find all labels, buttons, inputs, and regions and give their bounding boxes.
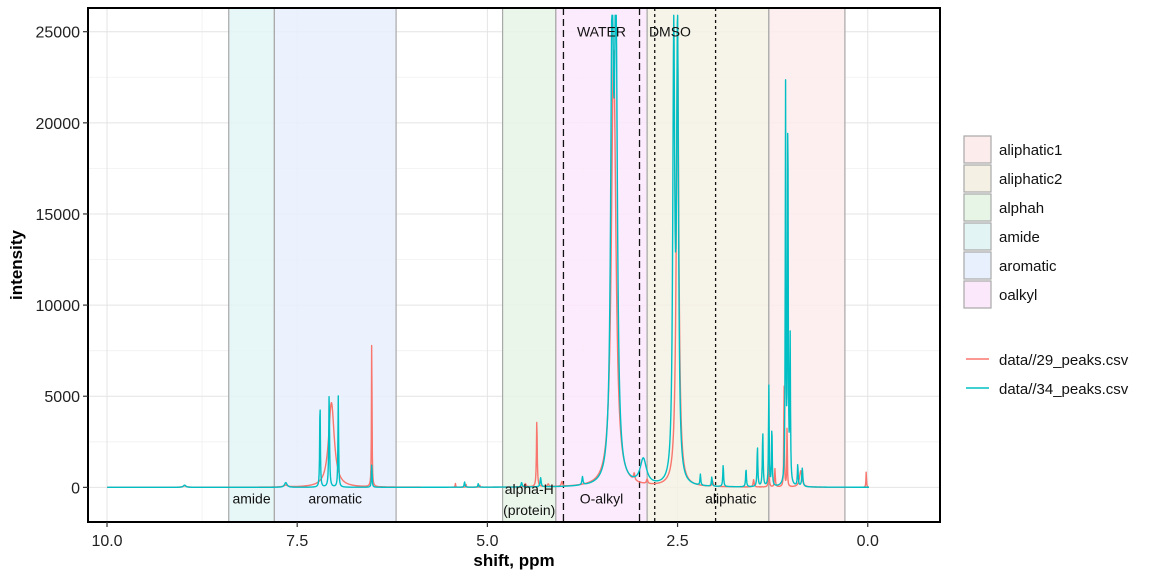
region-aromatic bbox=[273, 7, 397, 523]
x-tick-label: 7.5 bbox=[286, 533, 308, 550]
legend-label-oalkyl: oalkyl bbox=[999, 287, 1037, 304]
y-tick-label: 15000 bbox=[36, 207, 81, 224]
y-tick-label: 20000 bbox=[36, 116, 81, 133]
region-label: O-alkyl bbox=[580, 490, 624, 506]
panel-border bbox=[87, 7, 941, 523]
annotation-label: DMSO bbox=[649, 24, 691, 40]
y-tick-label: 25000 bbox=[36, 25, 81, 42]
x-axis-title: shift, ppm bbox=[473, 551, 554, 570]
region-label: amide bbox=[232, 490, 270, 506]
region-aliphatic2 bbox=[646, 7, 770, 523]
legend-swatch-aliphatic2 bbox=[963, 164, 992, 193]
region-oalkyl bbox=[555, 7, 648, 523]
x-tick-label: 2.5 bbox=[666, 533, 688, 550]
legend-swatch-aromatic bbox=[963, 251, 992, 280]
legend-swatch-aliphatic1 bbox=[963, 135, 992, 164]
legend-label-amide: amide bbox=[999, 229, 1040, 246]
y-tick-label: 5000 bbox=[44, 389, 80, 406]
region-label: alpha-H bbox=[505, 481, 554, 497]
legend-label-alphah: alphah bbox=[999, 200, 1044, 217]
legend-label-series-1: data//29_peaks.csv bbox=[999, 352, 1129, 369]
legend: aliphatic1 aliphatic2 alphah amide aromatic o… bbox=[963, 135, 1129, 398]
reference-lines bbox=[562, 8, 717, 522]
series-line-2 bbox=[106, 14, 870, 489]
y-tick-label: 10000 bbox=[36, 298, 81, 315]
legend-swatch-oalkyl bbox=[963, 280, 992, 309]
region-label: aromatic bbox=[308, 490, 362, 506]
y-axis-title: intensity bbox=[7, 230, 26, 300]
legend-label-aliphatic1: aliphatic1 bbox=[999, 142, 1062, 159]
region-alphah bbox=[501, 7, 557, 523]
legend-label-aliphatic2: aliphatic2 bbox=[999, 171, 1062, 188]
annotations: amide aromatic alpha-H (protein) O-alkyl alip… bbox=[232, 24, 756, 518]
region-aliphatic1 bbox=[768, 7, 846, 523]
region-label: aliphatic bbox=[705, 490, 756, 506]
annotation-label: WATER bbox=[577, 24, 626, 40]
legend-label-series-2: data//34_peaks.csv bbox=[999, 381, 1129, 398]
shaded-regions bbox=[228, 7, 846, 523]
region-amide bbox=[228, 7, 275, 523]
legend-swatch-alphah bbox=[963, 193, 992, 222]
x-tick-label: 0.0 bbox=[857, 533, 879, 550]
y-tick-label: 0 bbox=[71, 480, 80, 497]
x-axis: 10.0 7.5 5.0 2.5 0.0 bbox=[91, 522, 879, 550]
y-axis: 0 5000 10000 15000 20000 25000 bbox=[36, 25, 88, 497]
x-tick-label: 5.0 bbox=[476, 533, 498, 550]
spectrum-series bbox=[106, 14, 870, 489]
region-label: (protein) bbox=[503, 502, 555, 518]
x-tick-label: 10.0 bbox=[91, 533, 122, 550]
legend-swatch-amide bbox=[963, 222, 992, 251]
legend-label-aromatic: aromatic bbox=[999, 258, 1057, 275]
plot-panel: amide aromatic alpha-H (protein) O-alkyl alip… bbox=[87, 7, 941, 523]
